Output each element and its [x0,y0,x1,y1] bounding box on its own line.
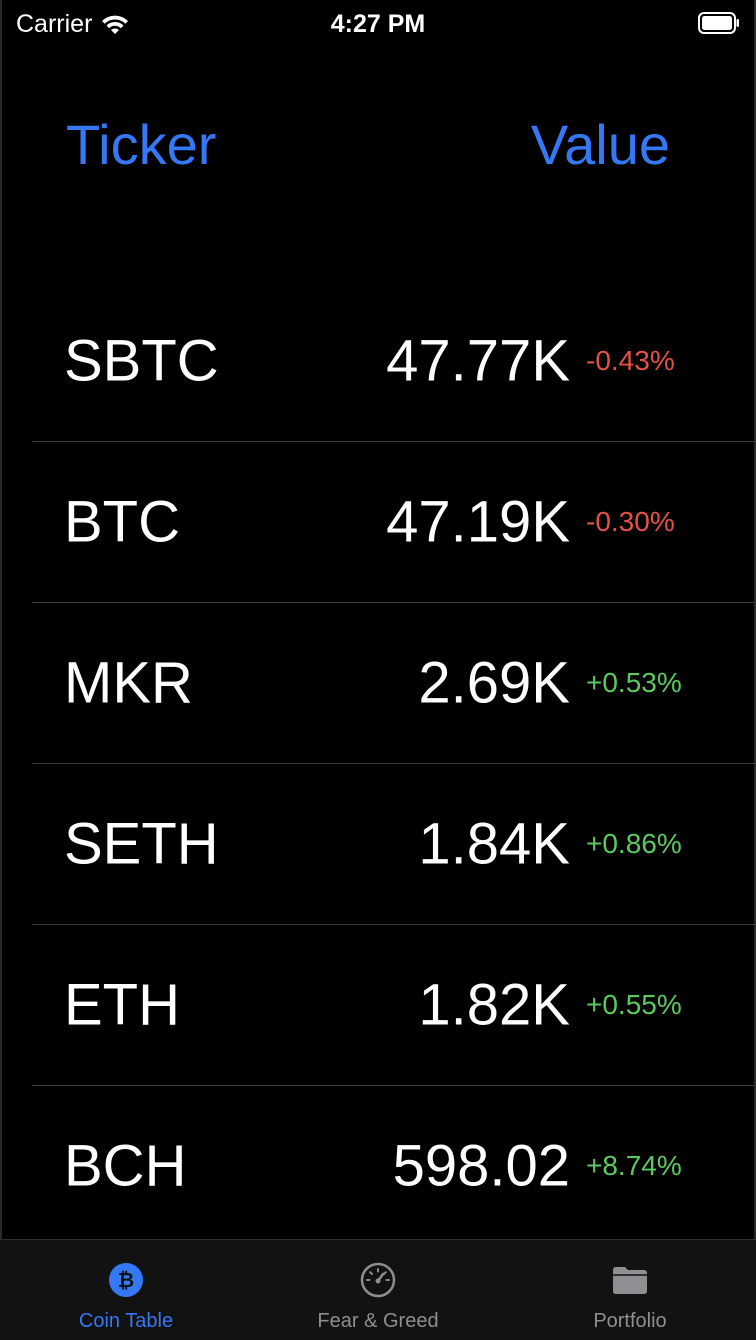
tab-coin-table[interactable]: ₿ Coin Table [0,1240,252,1340]
tab-label: Fear & Greed [317,1310,439,1332]
coin-value: 47.77K [386,328,570,394]
status-bar: Carrier 4:27 PM [0,0,756,50]
coin-ticker: BCH [64,1133,187,1199]
coin-change: -0.30% [586,506,675,537]
battery-icon [698,12,739,34]
tab-portfolio[interactable]: Portfolio [504,1240,756,1340]
ticker-column-header: Ticker [66,113,217,176]
coin-row-btc[interactable]: BTC 47.19K -0.30% [32,442,756,603]
coin-value: 1.84K [418,811,570,877]
value-column-header: Value [530,113,670,176]
coin-value: 47.19K [386,489,570,555]
coin-ticker: BTC [64,489,180,555]
coin-change: +0.53% [586,667,682,698]
coin-change: +8.74% [586,1150,682,1181]
tab-label: Portfolio [593,1310,667,1332]
coin-row-eth[interactable]: ETH 1.82K +0.55% [32,925,756,1086]
carrier-indicator: Carrier [16,10,130,39]
tab-bar: ₿ Coin Table Fear & Greed Portfolio [0,1239,756,1340]
coin-ticker: MKR [64,650,193,716]
speedometer-icon [360,1262,396,1298]
coin-value: 1.82K [418,972,570,1038]
coin-value: 2.69K [418,650,570,716]
tab-label: Coin Table [78,1310,174,1332]
svg-text:₿: ₿ [118,1268,134,1292]
tab-fear-greed[interactable]: Fear & Greed [252,1240,504,1340]
coin-table: SBTC 47.77K -0.43% BTC 47.19K -0.30% MKR… [32,281,756,1246]
coin-ticker: ETH [64,972,180,1038]
coin-change: +0.86% [586,828,682,859]
wifi-icon [102,15,129,34]
coin-value: 598.02 [392,1133,570,1199]
coin-ticker: SETH [64,811,219,877]
coin-row-mkr[interactable]: MKR 2.69K +0.53% [32,603,756,764]
coin-ticker: SBTC [64,328,219,394]
clock: 4:27 PM [330,10,426,38]
coin-change: -0.43% [586,345,675,376]
coin-row-seth[interactable]: SETH 1.84K +0.86% [32,764,756,925]
coin-change: +0.55% [586,989,682,1020]
coin-row-sbtc[interactable]: SBTC 47.77K -0.43% [32,281,756,442]
carrier-label: Carrier [16,10,93,38]
coin-row-bch[interactable]: BCH 598.02 +8.74% [32,1086,756,1246]
bitcoin-circle-icon: ₿ [109,1263,143,1297]
folder-icon [613,1267,647,1294]
